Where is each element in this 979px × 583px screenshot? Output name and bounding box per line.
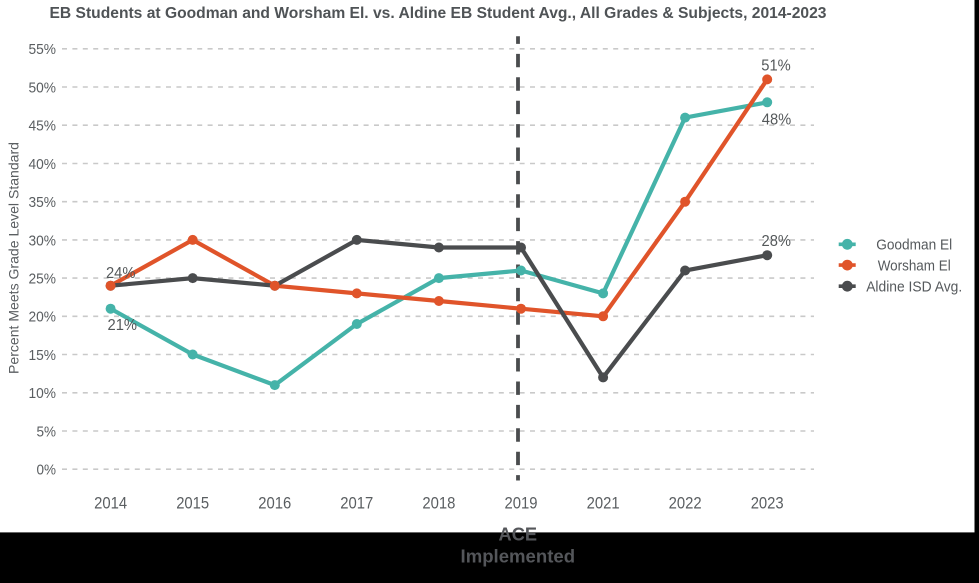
svg-text:28%: 28% xyxy=(762,233,792,250)
svg-text:2018: 2018 xyxy=(422,494,455,513)
svg-text:2019: 2019 xyxy=(505,494,538,513)
svg-text:45%: 45% xyxy=(29,118,57,135)
svg-text:Goodman El: Goodman El xyxy=(876,237,952,254)
svg-text:20%: 20% xyxy=(29,309,57,326)
svg-text:2017: 2017 xyxy=(340,494,373,513)
svg-text:0%: 0% xyxy=(37,462,57,479)
svg-text:Percent Meets Grade Level Stan: Percent Meets Grade Level Standard xyxy=(6,142,22,374)
svg-text:48%: 48% xyxy=(762,112,792,129)
svg-text:10%: 10% xyxy=(29,385,57,402)
svg-text:2014: 2014 xyxy=(94,494,127,513)
svg-text:Aldine ISD Avg.: Aldine ISD Avg. xyxy=(866,279,962,296)
svg-text:55%: 55% xyxy=(29,41,57,58)
svg-text:2023: 2023 xyxy=(751,494,784,513)
svg-text:51%: 51% xyxy=(761,58,791,75)
svg-text:24%: 24% xyxy=(106,265,136,282)
svg-text:2022: 2022 xyxy=(669,494,702,513)
svg-text:Worsham El: Worsham El xyxy=(878,257,951,274)
svg-text:Implemented: Implemented xyxy=(461,547,576,567)
svg-text:EB Students at Goodman and Wor: EB Students at Goodman and Worsham El. v… xyxy=(50,5,827,22)
svg-text:35%: 35% xyxy=(29,194,57,211)
svg-text:2016: 2016 xyxy=(258,494,291,513)
svg-text:25%: 25% xyxy=(29,271,57,288)
svg-text:15%: 15% xyxy=(29,347,57,364)
svg-text:2015: 2015 xyxy=(176,494,209,513)
svg-text:ACE: ACE xyxy=(499,524,538,544)
svg-text:2021: 2021 xyxy=(587,494,620,513)
svg-text:21%: 21% xyxy=(108,317,138,334)
svg-text:40%: 40% xyxy=(29,156,57,173)
svg-text:5%: 5% xyxy=(37,423,57,440)
svg-text:30%: 30% xyxy=(29,232,57,249)
svg-text:50%: 50% xyxy=(29,79,57,96)
